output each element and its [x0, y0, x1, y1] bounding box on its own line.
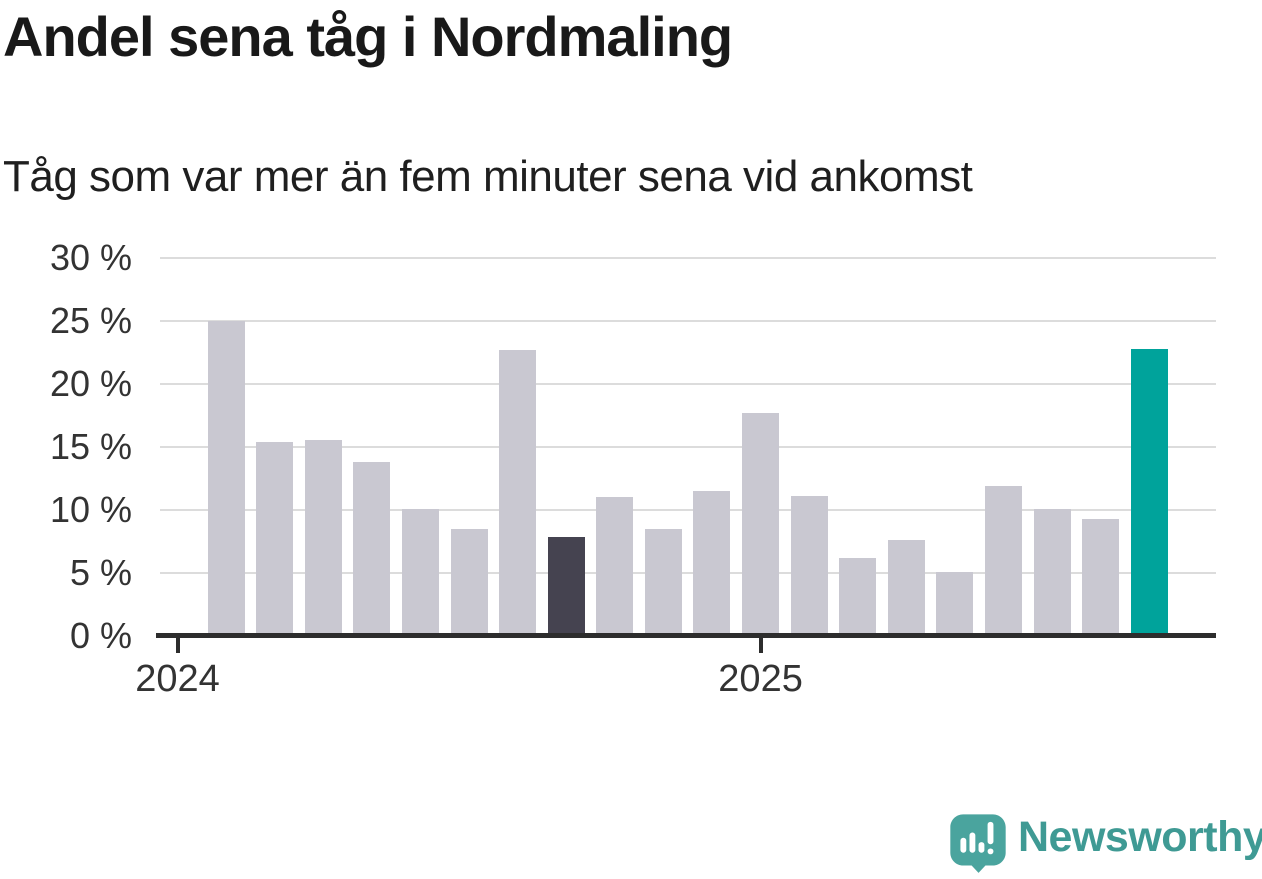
y-axis-label-20: 20 % [49, 363, 132, 405]
x-axis-label-2025: 2025 [718, 658, 803, 700]
y-axis-label-30: 30 % [49, 237, 132, 279]
x-axis-tick-2025 [758, 638, 763, 653]
bar-2025-02 [790, 496, 828, 636]
chart-title: Andel sena tåg i Nordmaling [3, 5, 733, 68]
chart-subtitle: Tåg som var mer än fem minuter sena vid … [3, 152, 973, 201]
y-axis-label-15: 15 % [49, 426, 132, 468]
bar-2024-09 [547, 536, 585, 636]
y-axis-label-5: 5 % [69, 552, 132, 594]
x-axis-line [156, 633, 1216, 638]
bar-2024-06 [401, 508, 439, 636]
bar-2024-12 [693, 491, 731, 636]
bar-2025-05 [936, 571, 974, 636]
gridline-25 [160, 320, 1216, 323]
gridline-30 [160, 257, 1216, 260]
newsworthy-logo: Newsworthy [946, 808, 1262, 874]
bar-2024-07 [450, 528, 488, 636]
bar-2025-08 [1082, 518, 1120, 636]
bar-2025-04 [887, 540, 925, 636]
bar-2024-03 [256, 442, 294, 636]
bar-2024-11 [644, 528, 682, 636]
newsworthy-logo-icon [950, 814, 1006, 873]
gridline-5 [160, 572, 1216, 575]
bar-2024-04 [304, 439, 342, 636]
x-axis-tick-2024 [175, 638, 180, 653]
bar-2024-05 [353, 462, 391, 636]
bar-2024-10 [596, 497, 634, 636]
bar-2025-07 [1033, 508, 1071, 636]
gridline-20 [160, 383, 1216, 386]
y-axis-label-10: 10 % [49, 489, 132, 531]
bar-2025-06 [985, 486, 1023, 636]
bar-2025-03 [839, 557, 877, 636]
bar-2025-01 [742, 413, 780, 636]
bar-2025-09 [1130, 348, 1168, 636]
y-axis-label-25: 25 % [49, 300, 132, 342]
gridline-15 [160, 446, 1216, 449]
gridline-10 [160, 509, 1216, 512]
bar-2024-08 [499, 350, 537, 636]
newsworthy-logo-text: Newsworthy [1018, 813, 1262, 861]
bar-2024-02 [207, 321, 245, 636]
x-axis-label-2024: 2024 [135, 658, 220, 700]
y-axis-label-0: 0 % [69, 615, 132, 656]
